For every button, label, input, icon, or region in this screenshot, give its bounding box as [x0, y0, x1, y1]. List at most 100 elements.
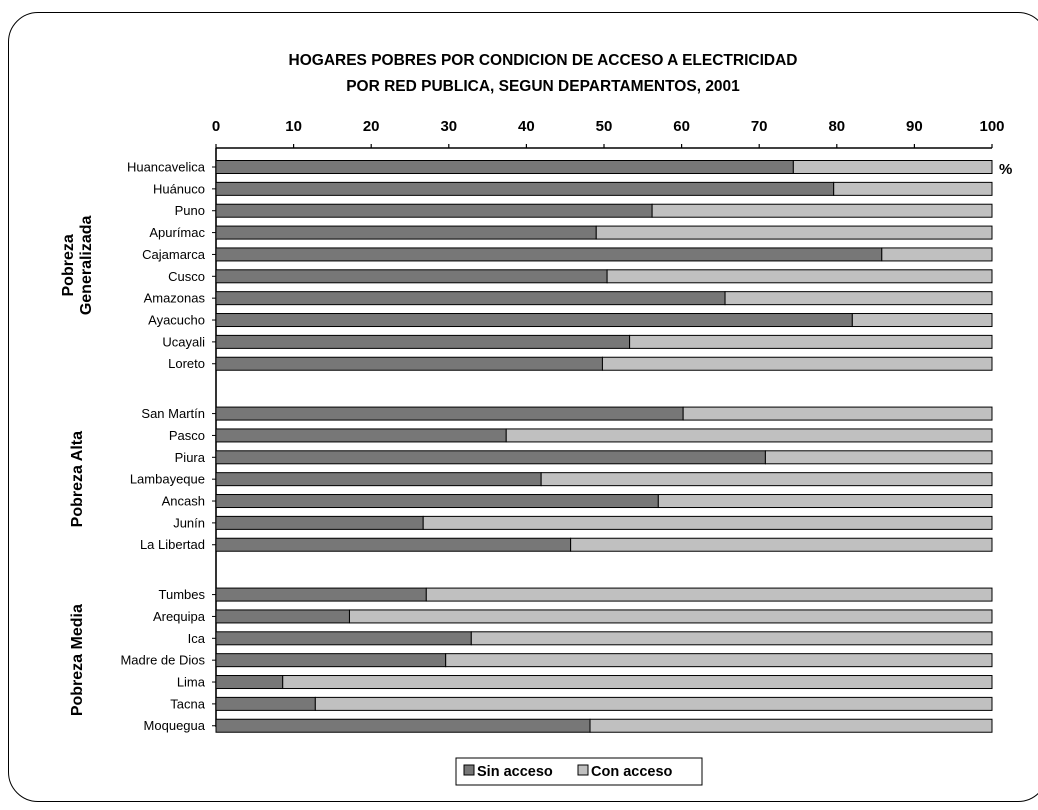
- category-label-madre-de-dios: Madre de Dios: [120, 653, 205, 668]
- bar-sin-acceso-moquegua: [215, 718, 591, 733]
- category-label-cusco: Cusco: [168, 269, 205, 284]
- bar-con-acceso-ucayali: [629, 334, 993, 349]
- category-label-tumbes: Tumbes: [159, 587, 206, 602]
- category-label-amazonas: Amazonas: [144, 291, 206, 306]
- legend-label-con-acceso: Con acceso: [591, 764, 673, 780]
- bar-sin-acceso-cajamarca: [215, 247, 883, 262]
- category-label-lambayeque: Lambayeque: [130, 472, 205, 487]
- bar-sin-acceso-tacna: [215, 696, 316, 711]
- bar-sin-acceso-ucayali: [215, 334, 631, 349]
- legend-swatch-con-acceso: [577, 764, 589, 776]
- bar-sin-acceso-san-martin: [215, 406, 684, 421]
- bar-sin-acceso-amazonas: [215, 291, 726, 306]
- bar-con-acceso-huanuco: [833, 181, 993, 196]
- category-label-ancash: Ancash: [162, 494, 205, 509]
- bar-con-acceso-madre-de-dios: [445, 653, 993, 668]
- bar-sin-acceso-cusco: [215, 269, 608, 284]
- bar-con-acceso-piura: [764, 450, 993, 465]
- bar-sin-acceso-junin: [215, 515, 424, 530]
- bar-con-acceso-junin: [422, 515, 993, 530]
- bar-sin-acceso-pasco: [215, 428, 507, 443]
- x-tick-label: 80: [828, 118, 845, 135]
- group-label-pobreza-generalizada: PobrezaGeneralizada: [60, 215, 95, 315]
- bar-con-acceso-lima: [282, 675, 993, 690]
- x-tick-label: 100: [979, 118, 1004, 135]
- bar-sin-acceso-madre-de-dios: [215, 653, 447, 668]
- group-label-line: Pobreza Alta: [69, 431, 86, 527]
- group-label-pobreza-media: Pobreza Media: [69, 604, 86, 716]
- chart-frame: [8, 12, 1038, 802]
- group-label-pobreza-alta: Pobreza Alta: [69, 431, 86, 527]
- bar-sin-acceso-lambayeque: [215, 472, 542, 487]
- category-label-apurimac: Apurímac: [149, 225, 205, 240]
- bar-sin-acceso-huanuco: [215, 181, 835, 196]
- x-tick-label: 40: [518, 118, 535, 135]
- bar-con-acceso-ica: [470, 631, 993, 646]
- bar-con-acceso-tacna: [314, 696, 993, 711]
- category-label-cajamarca: Cajamarca: [142, 247, 206, 262]
- x-tick-label: 70: [751, 118, 768, 135]
- bar-sin-acceso-la-libertad: [215, 537, 572, 552]
- bar-con-acceso-huancavelica: [792, 160, 993, 174]
- x-tick-label: 60: [673, 118, 690, 135]
- bar-sin-acceso-tumbes: [215, 587, 427, 602]
- bar-con-acceso-la-libertad: [570, 537, 993, 552]
- chart-title-line-2: POR RED PUBLICA, SEGUN DEPARTAMENTOS, 20…: [346, 78, 740, 95]
- bar-sin-acceso-ayacucho: [215, 313, 853, 328]
- x-tick-label: 20: [363, 118, 380, 135]
- x-unit-label: %: [999, 161, 1012, 178]
- group-label-line: Generalizada: [78, 215, 95, 315]
- bar-con-acceso-san-martin: [682, 406, 993, 421]
- bar-con-acceso-ayacucho: [851, 313, 993, 328]
- x-tick-label: 30: [440, 118, 457, 135]
- category-label-lima: Lima: [177, 675, 206, 690]
- category-label-ayacucho: Ayacucho: [148, 313, 205, 328]
- group-label-line: Pobreza: [60, 234, 77, 296]
- chart-title-line-1: HOGARES POBRES POR CONDICION DE ACCESO A…: [289, 52, 798, 69]
- bar-con-acceso-cajamarca: [881, 247, 993, 262]
- category-label-tacna: Tacna: [170, 696, 205, 711]
- bar-sin-acceso-ica: [215, 631, 472, 646]
- x-tick-label: 90: [906, 118, 923, 135]
- bar-sin-acceso-apurimac: [215, 225, 597, 240]
- bar-sin-acceso-ancash: [215, 494, 659, 509]
- bar-sin-acceso-arequipa: [215, 609, 350, 624]
- category-label-huanuco: Huánuco: [153, 181, 205, 196]
- bar-sin-acceso-puno: [215, 203, 653, 218]
- bar-con-acceso-cusco: [606, 269, 993, 284]
- category-label-arequipa: Arequipa: [153, 609, 206, 624]
- x-axis: 0 10 20 30 40 50 60 70 80 90 100: [212, 118, 1005, 727]
- legend-swatch-sin-acceso: [463, 764, 475, 776]
- bar-sin-acceso-lima: [215, 675, 284, 690]
- category-label-piura: Piura: [175, 450, 206, 465]
- bar-con-acceso-moquegua: [589, 718, 993, 733]
- category-label-junin: Junín: [173, 515, 205, 530]
- bar-con-acceso-loreto: [601, 356, 993, 371]
- legend: Sin acceso Con acceso: [455, 757, 703, 786]
- bars: [215, 160, 993, 733]
- bar-con-acceso-ancash: [657, 494, 993, 509]
- category-label-ica: Ica: [188, 631, 206, 646]
- bar-con-acceso-arequipa: [348, 609, 993, 624]
- x-tick-label: 0: [212, 118, 220, 135]
- category-label-san-martin: San Martín: [141, 406, 205, 421]
- category-label-loreto: Loreto: [168, 356, 205, 371]
- bar-sin-acceso-loreto: [215, 356, 603, 371]
- bar-con-acceso-pasco: [505, 428, 993, 443]
- group-labels: PobrezaGeneralizada Pobreza Alta Pobreza M…: [60, 215, 95, 716]
- category-label-puno: Puno: [175, 203, 205, 218]
- bar-con-acceso-lambayeque: [540, 472, 993, 487]
- category-label-la-libertad: La Libertad: [140, 537, 205, 552]
- group-label-line: Pobreza Media: [69, 604, 86, 716]
- bar-sin-acceso-huancavelica: [215, 160, 794, 174]
- bar-sin-acceso-piura: [215, 450, 766, 465]
- bar-con-acceso-puno: [651, 203, 993, 218]
- category-label-huancavelica: Huancavelica: [127, 160, 206, 175]
- bar-con-acceso-tumbes: [425, 587, 993, 602]
- x-tick-label: 10: [285, 118, 302, 135]
- bar-con-acceso-amazonas: [724, 291, 993, 306]
- x-tick-label: 50: [596, 118, 613, 135]
- category-label-moquegua: Moquegua: [144, 718, 206, 733]
- bar-con-acceso-apurimac: [595, 225, 993, 240]
